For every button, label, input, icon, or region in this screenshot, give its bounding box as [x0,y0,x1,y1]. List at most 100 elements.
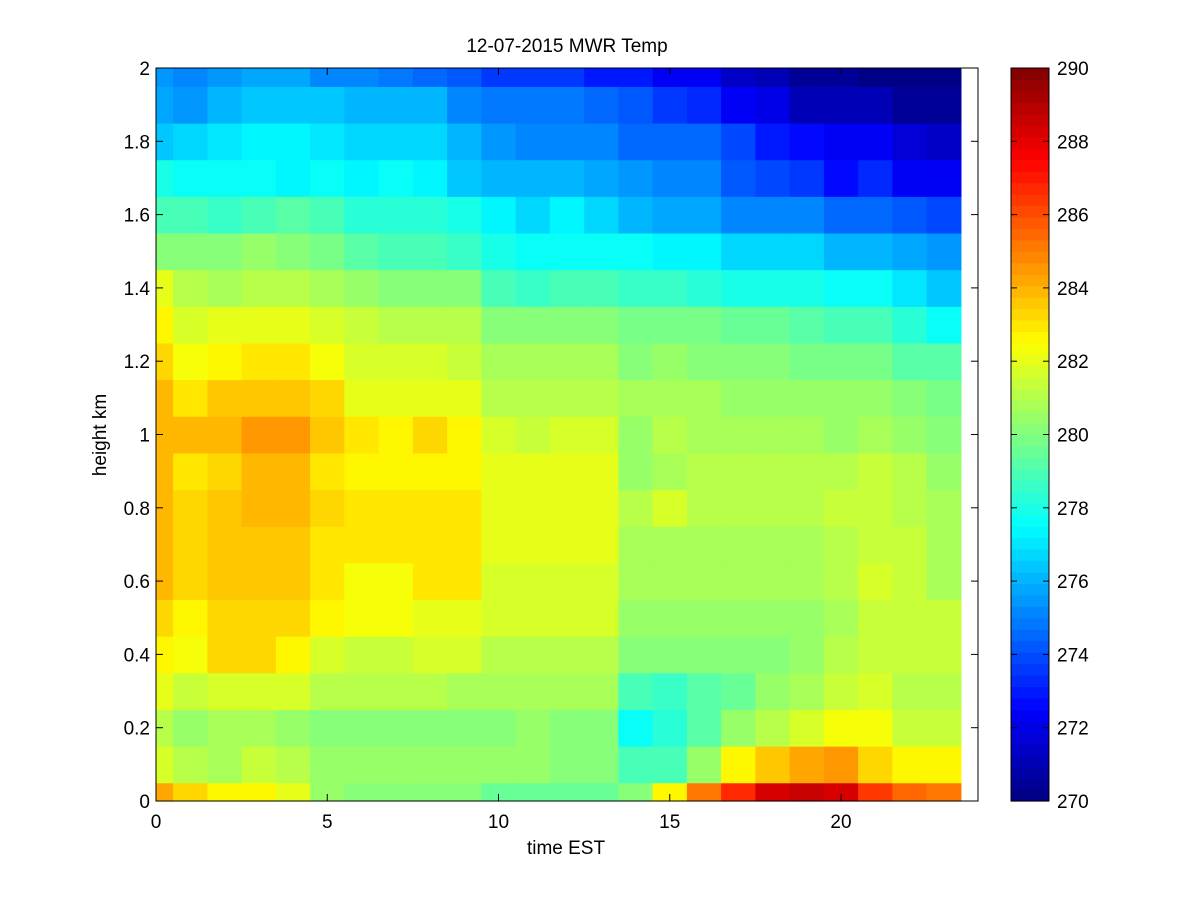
heatmap-cell [823,599,859,637]
heatmap-cell [344,306,380,344]
heatmap-cell [789,709,825,747]
heatmap-cell [344,782,380,802]
heatmap-cell [412,782,448,802]
heatmap-cell [789,416,825,454]
colorbar-swatch [1011,148,1049,161]
plot-area: 0 5 10 15 20 0 0.2 0.4 0.6 0.8 1 1.2 1.4 1.6 1.8 2 [124,59,979,833]
colorbar-swatch [1011,136,1049,149]
heatmap-cell [310,269,345,307]
heatmap-cell [515,746,551,784]
heatmap-cell [755,709,791,747]
heatmap-cell [755,86,791,124]
heatmap-cell [481,672,517,710]
heatmap-cell [892,342,928,381]
colorbar-swatch [1011,365,1049,378]
heatmap-cell [378,86,414,124]
colorbar-swatch [1011,411,1049,424]
heatmap-cell [156,672,174,710]
heatmap-cell [481,122,517,161]
heatmap-cell [241,306,277,344]
heatmap-cell [618,636,654,674]
heatmap-cell [310,709,345,747]
heatmap-cell [412,636,448,674]
colorbar-swatch [1011,652,1049,665]
colorbar-tick-label: 276 [1057,572,1089,593]
colorbar-swatch [1011,697,1049,710]
heatmap-cell [515,526,551,564]
heatmap-cell [755,489,791,527]
heatmap-cell [686,709,722,747]
heatmap-cell [755,232,791,271]
heatmap-cell [584,122,619,161]
y-tick-label: 1.8 [124,132,150,153]
heatmap-cell [173,489,208,527]
colorbar-swatch [1011,743,1049,756]
heatmap-cell [755,196,791,234]
heatmap-cell [412,526,448,564]
heatmap-cell [241,489,277,527]
heatmap-cell [892,122,928,161]
heatmap-cell [652,379,688,417]
heatmap-cell [618,562,654,601]
heatmap-cell [686,232,722,271]
heatmap-cell [755,562,791,601]
heatmap-cell [823,342,859,381]
heatmap-cell [686,416,722,454]
heatmap-cell [241,159,277,197]
heatmap-cell [789,232,825,271]
heatmap-cell [686,86,722,124]
heatmap-cell [481,379,517,417]
heatmap-cell [858,86,893,124]
y-axis-label: height km [90,394,111,476]
heatmap-cell [926,489,962,527]
heatmap-cell [310,746,345,784]
heatmap-cell [755,68,791,87]
heatmap-cell [789,122,825,161]
heatmap-cell [686,379,722,417]
heatmap-cell [378,746,414,784]
heatmap-cell [412,269,448,307]
heatmap-cell [652,599,688,637]
heatmap-cell [721,562,756,601]
heatmap-cell [310,306,345,344]
y-tick-label: 0.6 [124,572,150,593]
heatmap-cell [789,269,825,307]
colorbar-ticks: 270 272 274 276 278 280 282 284 286 288 290 [1011,59,1089,813]
heatmap-cell [275,599,311,637]
colorbar-swatch [1011,68,1049,81]
heatmap-cell [721,672,756,710]
colorbar-swatch [1011,171,1049,184]
heatmap-cell [549,379,585,417]
heatmap-cell [207,68,243,87]
heatmap-cell [378,306,414,344]
heatmap-cell [156,232,174,271]
heatmap-cell [515,562,551,601]
heatmap-cell [858,159,893,197]
heatmap-cell [584,489,619,527]
heatmap-cell [686,782,722,802]
heatmap-cell [207,746,243,784]
heatmap-cell [549,196,585,234]
heatmap-cell [584,269,619,307]
heatmap-cell [823,232,859,271]
heatmap-cell [156,379,174,417]
heatmap-cell [275,342,311,381]
heatmap-cell [686,159,722,197]
heatmap-cell [310,342,345,381]
heatmap-cell [618,672,654,710]
heatmap-cell [447,782,482,802]
heatmap-cell [789,68,825,87]
heatmap-cell [549,782,585,802]
heatmap-cell [789,599,825,637]
heatmap-cell [310,379,345,417]
heatmap-cell [378,232,414,271]
heatmap-cell [652,709,688,747]
heatmap-cell [447,159,482,197]
heatmap-cell [926,782,962,802]
heatmap-cell [755,122,791,161]
colorbar-tick-label: 286 [1057,206,1089,227]
heatmap-cell [241,599,277,637]
heatmap-cell [652,269,688,307]
heatmap-cell [447,86,482,124]
chart-title: 12-07-2015 MWR Temp [466,36,667,57]
